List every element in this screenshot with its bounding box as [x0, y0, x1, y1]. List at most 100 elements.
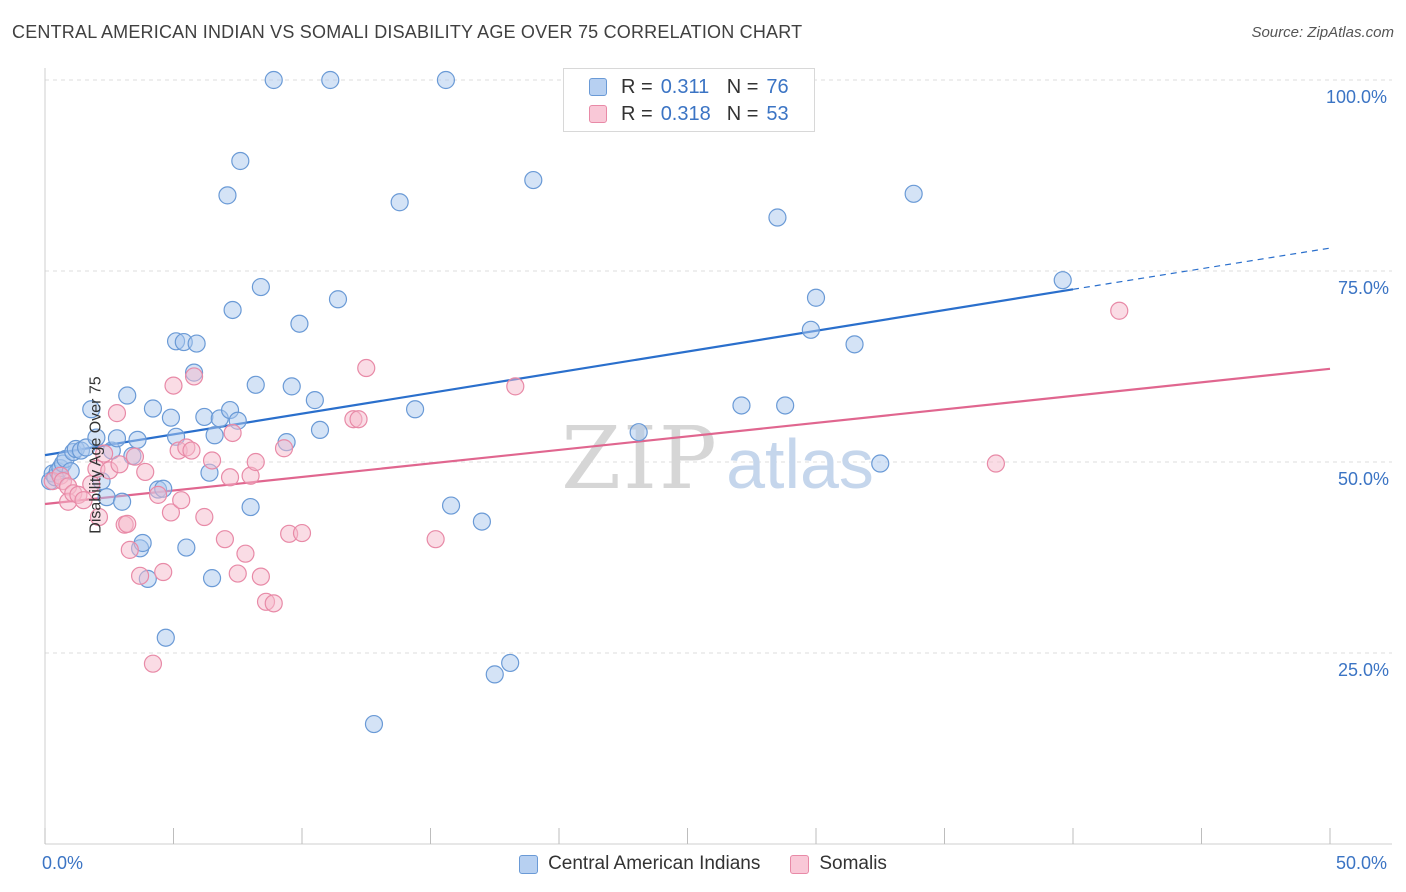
pink-point: [264, 594, 283, 613]
blue-point: [205, 426, 224, 445]
blue-point: [82, 400, 101, 419]
watermark: ZIP atlas: [561, 409, 874, 509]
blue-point: [1053, 271, 1072, 290]
blue-point: [187, 334, 206, 353]
chart-title: CENTRAL AMERICAN INDIAN VS SOMALI DISABI…: [12, 22, 803, 42]
blue-point: [328, 290, 348, 309]
r-label: R =: [621, 75, 653, 98]
r-label: R =: [621, 102, 653, 125]
blue-point: [246, 375, 265, 394]
axes: [44, 68, 1392, 845]
blue-point: [732, 396, 751, 415]
pink-trend-line: [44, 367, 1331, 506]
n-label: N =: [726, 75, 759, 98]
n-value-blue: 76: [766, 75, 789, 98]
pink-point: [143, 654, 163, 673]
pink-point: [506, 377, 525, 396]
blue-point: [310, 420, 330, 440]
blue-swatch: [519, 854, 539, 874]
pink-point: [130, 566, 150, 585]
y-tick-75: 75.0%: [1338, 278, 1390, 298]
pink-point: [118, 514, 137, 533]
blue-point: [629, 423, 648, 442]
pink-point: [195, 507, 214, 527]
blue-point: [305, 391, 324, 410]
blue-point: [231, 151, 250, 171]
pink-point: [986, 454, 1006, 473]
y-tick-50: 50.0%: [1338, 469, 1390, 489]
legend-item-central-american-indians[interactable]: Central American Indians: [519, 853, 760, 875]
pink-point: [251, 567, 270, 586]
pink-point: [172, 491, 191, 510]
blue-point: [871, 454, 890, 473]
stats-legend: R = 0.311 N = 76 R = 0.318 N = 53: [563, 68, 815, 132]
blue-point: [390, 193, 409, 212]
blue-point: [202, 569, 222, 588]
legend-row-blue: R = 0.311 N = 76: [589, 75, 789, 99]
pink-point: [246, 452, 265, 472]
blue-point: [845, 335, 864, 354]
pink-point: [120, 540, 139, 559]
blue-point: [524, 170, 543, 190]
blue-point: [806, 288, 826, 307]
blue-point: [161, 408, 181, 427]
blue-point: [143, 399, 163, 418]
legend-item-somalis[interactable]: Somalis: [790, 853, 887, 875]
source-label: Source: ZipAtlas.com: [1251, 24, 1394, 41]
blue-point: [241, 497, 260, 517]
blue-point: [501, 653, 520, 673]
blue-point: [87, 428, 106, 447]
pink-point: [182, 441, 201, 460]
pink-point: [292, 523, 312, 543]
x-tick-min: 0.0%: [42, 853, 84, 873]
blue-point: [251, 277, 270, 297]
blue-point: [364, 714, 384, 734]
blue-point: [282, 377, 301, 396]
pink-point: [164, 376, 183, 395]
legend-label-central-american-indians: Central American Indians: [548, 853, 761, 874]
r-value-blue: 0.311: [660, 75, 710, 98]
pink-swatch: [790, 854, 810, 874]
pink-point: [1110, 301, 1129, 320]
blue-point: [485, 665, 504, 684]
blue-point: [321, 70, 340, 90]
blue-point: [441, 496, 461, 515]
pink-point: [223, 423, 242, 443]
blue-point: [118, 386, 137, 405]
watermark-atlas: atlas: [726, 425, 874, 503]
blue-point: [436, 70, 456, 90]
pink-point: [136, 462, 155, 482]
pink-point: [74, 491, 93, 510]
pink-point: [89, 507, 109, 527]
blue-point: [177, 538, 196, 557]
blue-point: [776, 396, 795, 415]
pink-point: [125, 447, 145, 466]
pink-point: [236, 544, 255, 563]
pink-point: [148, 485, 168, 504]
legend-row-pink: R = 0.318 N = 53: [589, 102, 789, 126]
y-tick-25: 25.0%: [1338, 660, 1390, 680]
pink-point: [274, 439, 294, 458]
pink-point: [95, 444, 114, 463]
y-axis-label: Disability Age Over 75: [87, 376, 105, 534]
blue-point: [801, 320, 820, 339]
blue-point: [904, 184, 923, 203]
blue-point: [156, 628, 175, 647]
blue-point: [128, 430, 147, 449]
blue-point: [264, 70, 283, 90]
blue-trend-extension: [1072, 247, 1331, 290]
blue-point: [112, 492, 132, 511]
data-points: [41, 70, 1129, 734]
blue-point: [472, 512, 491, 531]
legend-label-somalis: Somalis: [819, 853, 887, 874]
pink-point: [202, 451, 222, 470]
n-value-pink: 53: [766, 102, 789, 125]
blue-point: [107, 429, 127, 448]
blue-point: [405, 400, 425, 419]
blue-point: [223, 300, 242, 320]
pink-swatch: [589, 105, 607, 123]
pink-point: [161, 503, 181, 522]
blue-swatch: [589, 78, 607, 96]
pink-point: [184, 367, 204, 386]
